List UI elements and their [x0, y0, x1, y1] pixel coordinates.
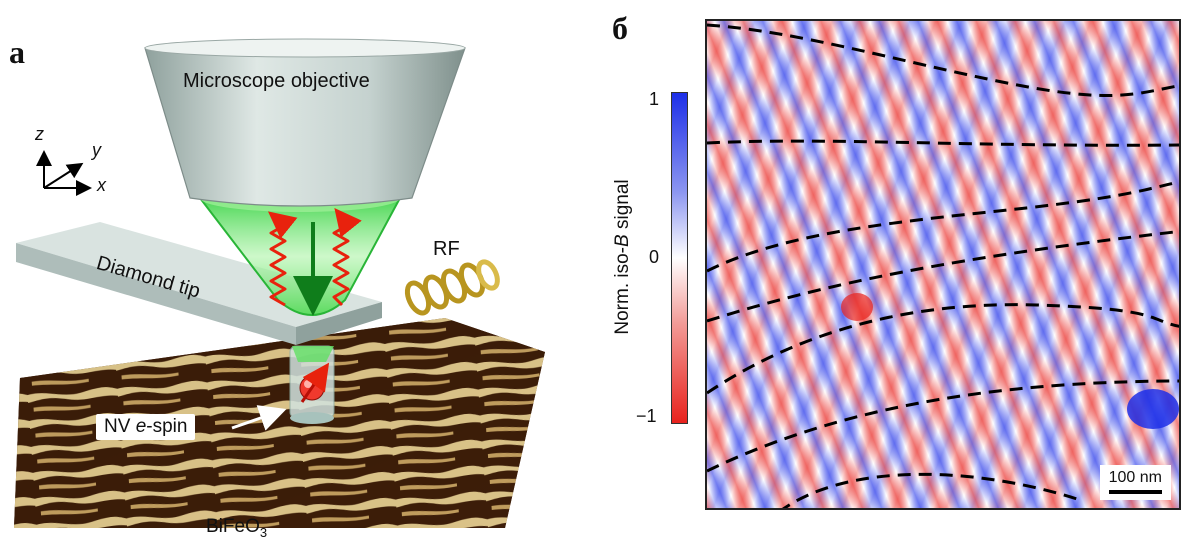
- scalebar-label: 100 nm: [1108, 469, 1162, 486]
- colorbar-label: Norm. iso-B signal: [612, 179, 634, 334]
- microscope-objective: [144, 38, 466, 207]
- domain-wall-7: [782, 472, 1078, 508]
- objective-label: Microscope objective: [183, 70, 370, 92]
- blue-hotspot: [1127, 389, 1179, 429]
- scalebar-box: 100 nm: [1099, 465, 1171, 500]
- panel-b-letter: б: [612, 10, 628, 46]
- sample-label: BiFeO3: [206, 516, 267, 540]
- red-wavy-arrow-left: [267, 211, 298, 307]
- nv-spin-icon: [299, 362, 330, 403]
- axis-y-label: y: [92, 140, 101, 160]
- red-wavy-arrow-right: [332, 207, 362, 307]
- domain-wall-1: [707, 23, 1179, 98]
- domain-walls: [707, 23, 1179, 508]
- colorbar-label-prefix: Norm. iso-: [612, 246, 633, 335]
- panel-a-illustration: [14, 38, 545, 528]
- domain-wall-5: [707, 303, 1179, 395]
- colorbar-label-italic: B: [612, 234, 633, 247]
- colorbar: [671, 92, 688, 424]
- scalebar-line: [1108, 490, 1162, 494]
- nv-label-italic: e: [135, 416, 147, 437]
- nv-label-prefix: NV: [104, 416, 136, 437]
- coordinate-axes-icon: [36, 150, 92, 196]
- nv-label-suffix: -spin: [146, 416, 188, 437]
- nv-spin-label: NV e-spin: [96, 414, 196, 440]
- colorbar-tick-bottom: −1: [636, 406, 657, 426]
- sample-label-subscript: 3: [259, 524, 268, 540]
- iso-b-map: 100 nm: [705, 19, 1181, 510]
- rf-label: RF: [433, 238, 460, 260]
- axis-z-label: z: [35, 124, 44, 144]
- sample-label-text: BiFeO: [206, 516, 260, 537]
- domain-wall-3: [707, 180, 1179, 273]
- red-hotspot: [841, 293, 873, 321]
- axis-x-label: x: [97, 175, 106, 195]
- colorbar-label-suffix: signal: [612, 179, 633, 235]
- domain-wall-4: [707, 229, 1179, 323]
- domain-wall-6: [707, 379, 1179, 473]
- domain-wall-2: [707, 139, 1179, 147]
- colorbar-tick-mid: 0: [649, 247, 660, 267]
- panel-a-letter: a: [9, 34, 25, 70]
- nv-pointer-arrow: [231, 405, 287, 431]
- rf-coil-icon: [404, 259, 500, 316]
- colorbar-tick-top: 1: [649, 89, 660, 109]
